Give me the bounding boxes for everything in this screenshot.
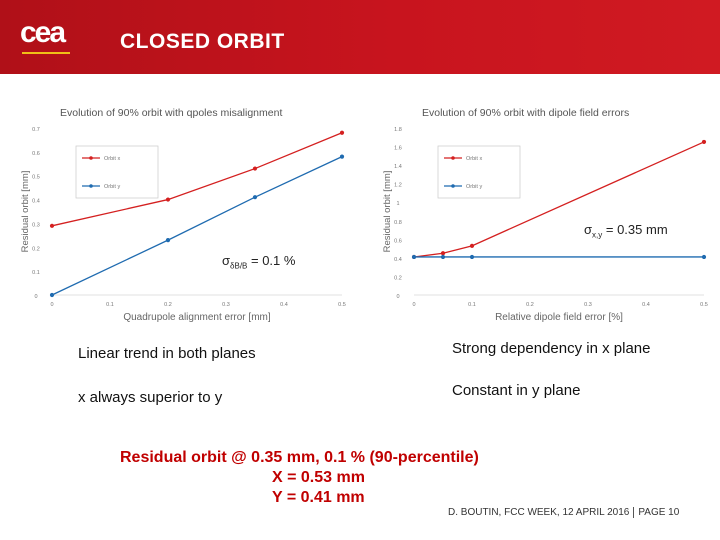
chart1-legend-box — [75, 145, 159, 199]
chart2-xtick-label-4: 0.4 — [642, 302, 650, 308]
chart-dipole-field-errors: Evolution of 90% orbit with dipole field… — [382, 100, 712, 330]
chart2-ytick-label-1: 0.2 — [394, 275, 402, 281]
chart1-legend-marker-0 — [89, 156, 93, 160]
chart2-series-1-point-1 — [440, 254, 446, 260]
chart2-series-1-point-3 — [701, 254, 707, 260]
chart2-legend-marker-0 — [451, 156, 455, 160]
chart1-series-1-point-2 — [252, 195, 258, 200]
chart1-xtick-label-3: 0.3 — [222, 302, 230, 308]
chart2-series-0-point-3 — [701, 139, 707, 145]
chart1-xtick-label-2: 0.2 — [164, 302, 172, 308]
chart2-series-1-point-0 — [411, 254, 417, 260]
chart1-series-0-point-0 — [49, 223, 55, 228]
chart2-series-line-0 — [413, 141, 705, 258]
chart1-series-0-point-2 — [252, 166, 258, 171]
chart1-series-1-point-3 — [339, 154, 345, 159]
chart1-ylabel: Residual orbit [mm] — [20, 171, 31, 253]
chart2-series-0-point-1 — [440, 251, 446, 256]
chart2-xtick-label-5: 0.5 — [700, 302, 708, 308]
chart-qpole-misalignment: Evolution of 90% orbit with qpoles misal… — [20, 100, 350, 330]
summary-line-3: Y = 0.41 mm — [272, 489, 365, 506]
footer-separator — [633, 507, 635, 518]
chart2-ytick-label-4: 0.8 — [394, 220, 402, 226]
chart2-ytick-label-7: 1.4 — [394, 164, 402, 170]
chart2-legend-marker-1 — [451, 184, 455, 188]
chart1-legend-label-1: Orbit y — [104, 184, 120, 190]
chart1-series-1-point-1 — [165, 238, 171, 243]
chart1-legend-marker-1 — [89, 184, 93, 188]
chart1-series-line-0 — [51, 132, 343, 227]
chart2-series-0-point-2 — [469, 243, 475, 248]
chart2-legend-label-0: Orbit x — [466, 156, 482, 162]
chart1-title: Evolution of 90% orbit with qpoles misal… — [60, 107, 282, 119]
chart2-ytick-label-0: 0 — [396, 294, 399, 300]
chart2-series-1-point-2 — [469, 254, 475, 260]
chart2-xtick-label-0: 0 — [412, 302, 415, 308]
chart1-xtick-label-5: 0.5 — [338, 302, 346, 308]
chart1-ytick-label-0: 0 — [34, 294, 37, 300]
chart1-series-1-point-0 — [49, 292, 55, 298]
chart2-ytick-label-9: 1.8 — [394, 127, 402, 133]
chart2-legend-box — [437, 145, 521, 199]
chart1-series-0-point-3 — [339, 130, 345, 135]
chart1-svg: Evolution of 90% orbit with qpoles misal… — [20, 107, 346, 323]
cea-logo: cea — [20, 16, 66, 49]
chart1-xtick-label-4: 0.4 — [280, 302, 288, 308]
chart1-xtick-label-1: 0.1 — [106, 302, 114, 308]
footer-page: PAGE 10 — [638, 507, 680, 519]
chart1-legend-label-0: Orbit x — [104, 156, 120, 162]
chart2-ytick-label-5: 1 — [396, 201, 399, 207]
chart1-xtick-label-0: 0 — [50, 302, 53, 308]
chart1-ytick-label-2: 0.2 — [32, 246, 40, 252]
chart2-ytick-label-2: 0.4 — [394, 257, 402, 263]
footer: D. BOUTIN, FCC WEEK, 12 APRIL 2016 PAGE 1… — [448, 507, 679, 518]
chart1-series-0-point-1 — [165, 197, 171, 202]
chart1-ytick-label-7: 0.7 — [32, 127, 40, 133]
summary-block: Residual orbit @ 0.35 mm, 0.1 % (90-perc… — [120, 448, 530, 508]
chart2-svg: Evolution of 90% orbit with dipole field… — [382, 107, 708, 323]
chart2-ytick-label-6: 1.2 — [394, 183, 402, 189]
logo-underline — [22, 52, 70, 54]
chart1-ytick-label-5: 0.5 — [32, 175, 40, 181]
chart2-ylabel: Residual orbit [mm] — [382, 171, 393, 253]
summary-line-2: X = 0.53 mm — [272, 469, 365, 486]
chart1-series-line-1 — [51, 156, 343, 296]
header-bar: cea CLOSED ORBIT — [0, 0, 720, 74]
chart2-xlabel: Relative dipole field error [%] — [495, 312, 623, 323]
chart1-ytick-label-1: 0.1 — [32, 270, 40, 276]
annotation-sigma-xy: σx,y = 0.35 mm — [584, 222, 668, 240]
chart1-ytick-label-4: 0.4 — [32, 199, 40, 205]
chart2-xtick-label-3: 0.3 — [584, 302, 592, 308]
chart1-xlabel: Quadrupole alignment error [mm] — [123, 312, 271, 323]
chart2-legend-label-1: Orbit y — [466, 184, 482, 190]
summary-line-1: Residual orbit @ 0.35 mm, 0.1 % (90-perc… — [120, 449, 479, 466]
chart2-title: Evolution of 90% orbit with dipole field… — [422, 107, 629, 119]
chart2-ytick-label-8: 1.6 — [394, 146, 402, 152]
left-text-1: Linear trend in both planes — [78, 345, 256, 362]
footer-author: D. BOUTIN, FCC WEEK, 12 APRIL 2016 — [448, 507, 630, 519]
chart2-xtick-label-1: 0.1 — [468, 302, 476, 308]
chart1-ytick-label-6: 0.6 — [32, 151, 40, 157]
left-text-2: x always superior to y — [78, 389, 223, 406]
right-text-1: Strong dependency in x plane — [452, 340, 651, 357]
chart1-ytick-label-3: 0.3 — [32, 222, 40, 228]
annotation-sigma-b: σδB/B = 0.1 % — [222, 253, 296, 271]
chart2-ytick-label-3: 0.6 — [394, 238, 402, 244]
slide-title: CLOSED ORBIT — [120, 30, 285, 53]
right-text-2: Constant in y plane — [452, 382, 581, 399]
chart2-xtick-label-2: 0.2 — [526, 302, 534, 308]
